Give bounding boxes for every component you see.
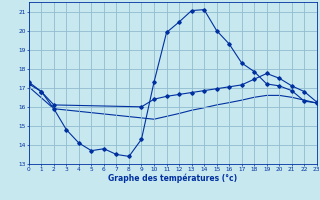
X-axis label: Graphe des températures (°c): Graphe des températures (°c) <box>108 173 237 183</box>
